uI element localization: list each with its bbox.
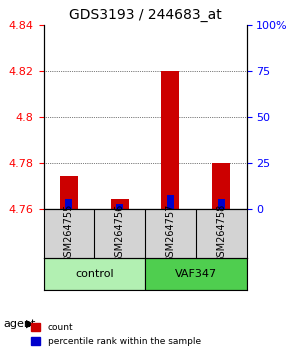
Bar: [111, 199, 128, 209]
Bar: [145, 258, 246, 290]
Text: GSM264757: GSM264757: [165, 204, 175, 263]
Bar: [162, 71, 179, 209]
Text: agent: agent: [3, 319, 35, 329]
Bar: [167, 195, 174, 209]
Text: GSM264756: GSM264756: [115, 204, 125, 263]
Bar: [212, 162, 230, 209]
Bar: [116, 204, 123, 209]
Text: control: control: [75, 269, 114, 279]
Bar: [60, 176, 78, 209]
Text: VAF347: VAF347: [175, 269, 217, 279]
Text: GSM264758: GSM264758: [216, 204, 226, 263]
Bar: [44, 258, 145, 290]
Legend: count, percentile rank within the sample: count, percentile rank within the sample: [28, 320, 204, 349]
Bar: [218, 199, 225, 209]
Title: GDS3193 / 244683_at: GDS3193 / 244683_at: [69, 8, 221, 22]
Text: ▶: ▶: [26, 319, 35, 329]
Bar: [65, 199, 72, 209]
Text: GSM264755: GSM264755: [64, 204, 74, 263]
